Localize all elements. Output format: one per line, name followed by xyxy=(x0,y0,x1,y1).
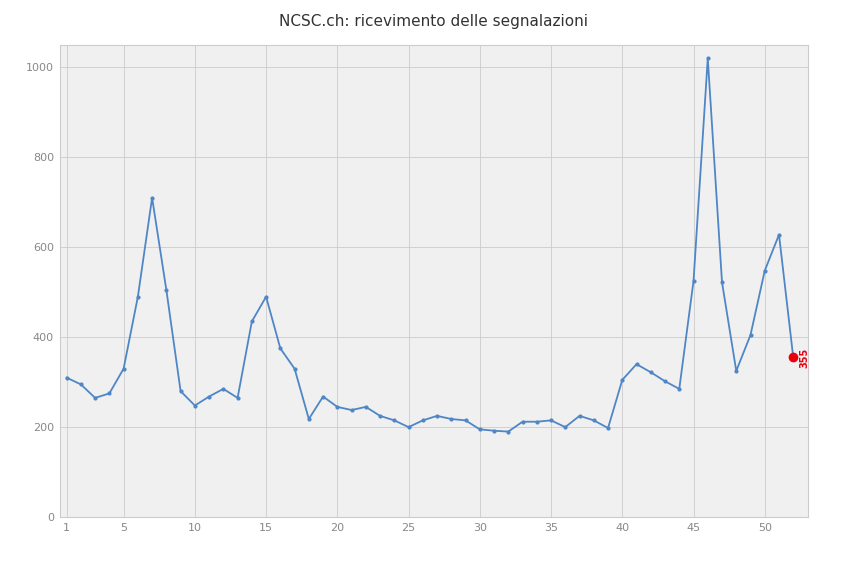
Title: NCSC.ch: ricevimento delle segnalazioni: NCSC.ch: ricevimento delle segnalazioni xyxy=(279,13,588,29)
Text: 355: 355 xyxy=(800,347,810,368)
